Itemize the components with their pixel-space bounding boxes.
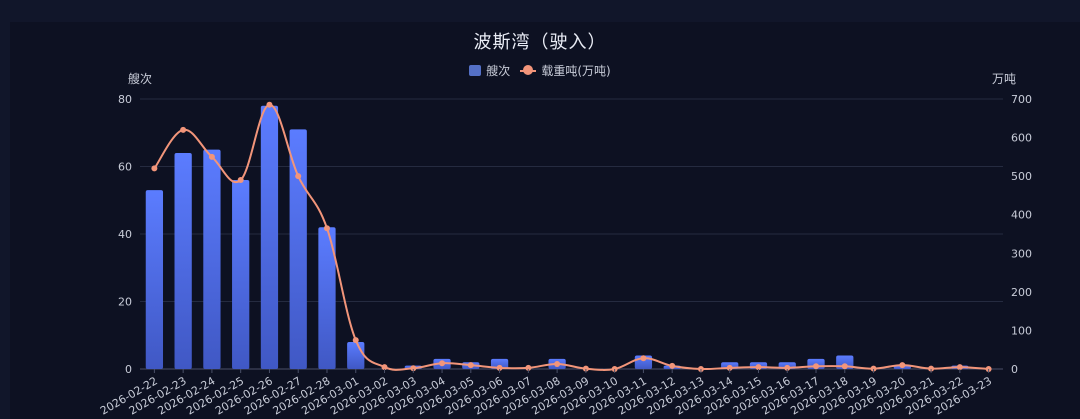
line-point[interactable] (323, 225, 330, 232)
line-point[interactable] (841, 363, 848, 370)
left-tick-label: 40 (118, 228, 132, 241)
line-point[interactable] (956, 364, 963, 371)
legend-bar-swatch (469, 65, 482, 76)
bar[interactable] (232, 180, 250, 369)
line-point[interactable] (813, 363, 820, 370)
legend: 艘次 载重吨(万吨) (0, 62, 1080, 79)
grid-layer (140, 98, 1003, 370)
chart-title: 波斯湾（驶入） (473, 32, 607, 53)
legend-label-tonnage: 载重吨(万吨) (541, 64, 611, 78)
line-point[interactable] (582, 365, 589, 372)
line-point[interactable] (525, 364, 532, 371)
line-point[interactable] (381, 364, 388, 371)
line-point[interactable] (899, 362, 906, 369)
right-axis-name: 万吨 (992, 72, 1017, 86)
line-layer (151, 101, 992, 372)
legend-item-tonnage[interactable]: 载重吨(万吨) (520, 62, 611, 79)
line-point[interactable] (180, 126, 187, 133)
right-tick-label: 100 (1011, 324, 1032, 337)
left-tick-label: 20 (118, 296, 132, 309)
tonnage-line (153, 103, 989, 371)
right-tick-label: 200 (1011, 286, 1032, 299)
right-tick-label: 700 (1011, 93, 1032, 106)
legend-label-ships: 艘次 (486, 64, 511, 78)
left-axis-name: 艘次 (128, 72, 153, 86)
bar-layer (145, 105, 969, 369)
legend-line-swatch (520, 65, 537, 76)
line-point[interactable] (410, 365, 417, 372)
bar[interactable] (318, 227, 336, 369)
left-tick-label: 0 (125, 363, 132, 376)
line-point[interactable] (151, 165, 158, 172)
line-point[interactable] (928, 365, 935, 372)
bar[interactable] (289, 129, 307, 369)
line-point[interactable] (784, 364, 791, 371)
bar[interactable] (347, 342, 365, 369)
right-tick-label: 600 (1011, 132, 1032, 145)
left-tick-label: 80 (118, 93, 132, 106)
line-point[interactable] (726, 364, 733, 371)
line-point[interactable] (755, 364, 762, 371)
bar[interactable] (203, 149, 221, 369)
left-tick-label: 60 (118, 161, 132, 174)
line-point[interactable] (640, 355, 647, 362)
line-point[interactable] (554, 360, 561, 367)
line-point[interactable] (439, 360, 446, 367)
line-point[interactable] (208, 153, 215, 160)
line-point[interactable] (352, 337, 359, 344)
bar[interactable] (174, 153, 192, 369)
line-point[interactable] (467, 362, 474, 369)
right-tick-label: 300 (1011, 247, 1032, 260)
legend-item-ships[interactable]: 艘次 (469, 62, 510, 79)
bar[interactable] (145, 190, 164, 369)
line-point[interactable] (496, 364, 503, 371)
line-point[interactable] (870, 365, 877, 372)
right-tick-label: 0 (1011, 363, 1018, 376)
line-point[interactable] (237, 177, 244, 183)
right-tick-label: 400 (1011, 209, 1032, 222)
line-point[interactable] (669, 362, 676, 369)
right-tick-label: 500 (1011, 170, 1032, 183)
line-point[interactable] (295, 173, 302, 180)
bar[interactable] (260, 105, 279, 369)
bar[interactable] (490, 358, 509, 369)
line-point[interactable] (266, 101, 273, 108)
